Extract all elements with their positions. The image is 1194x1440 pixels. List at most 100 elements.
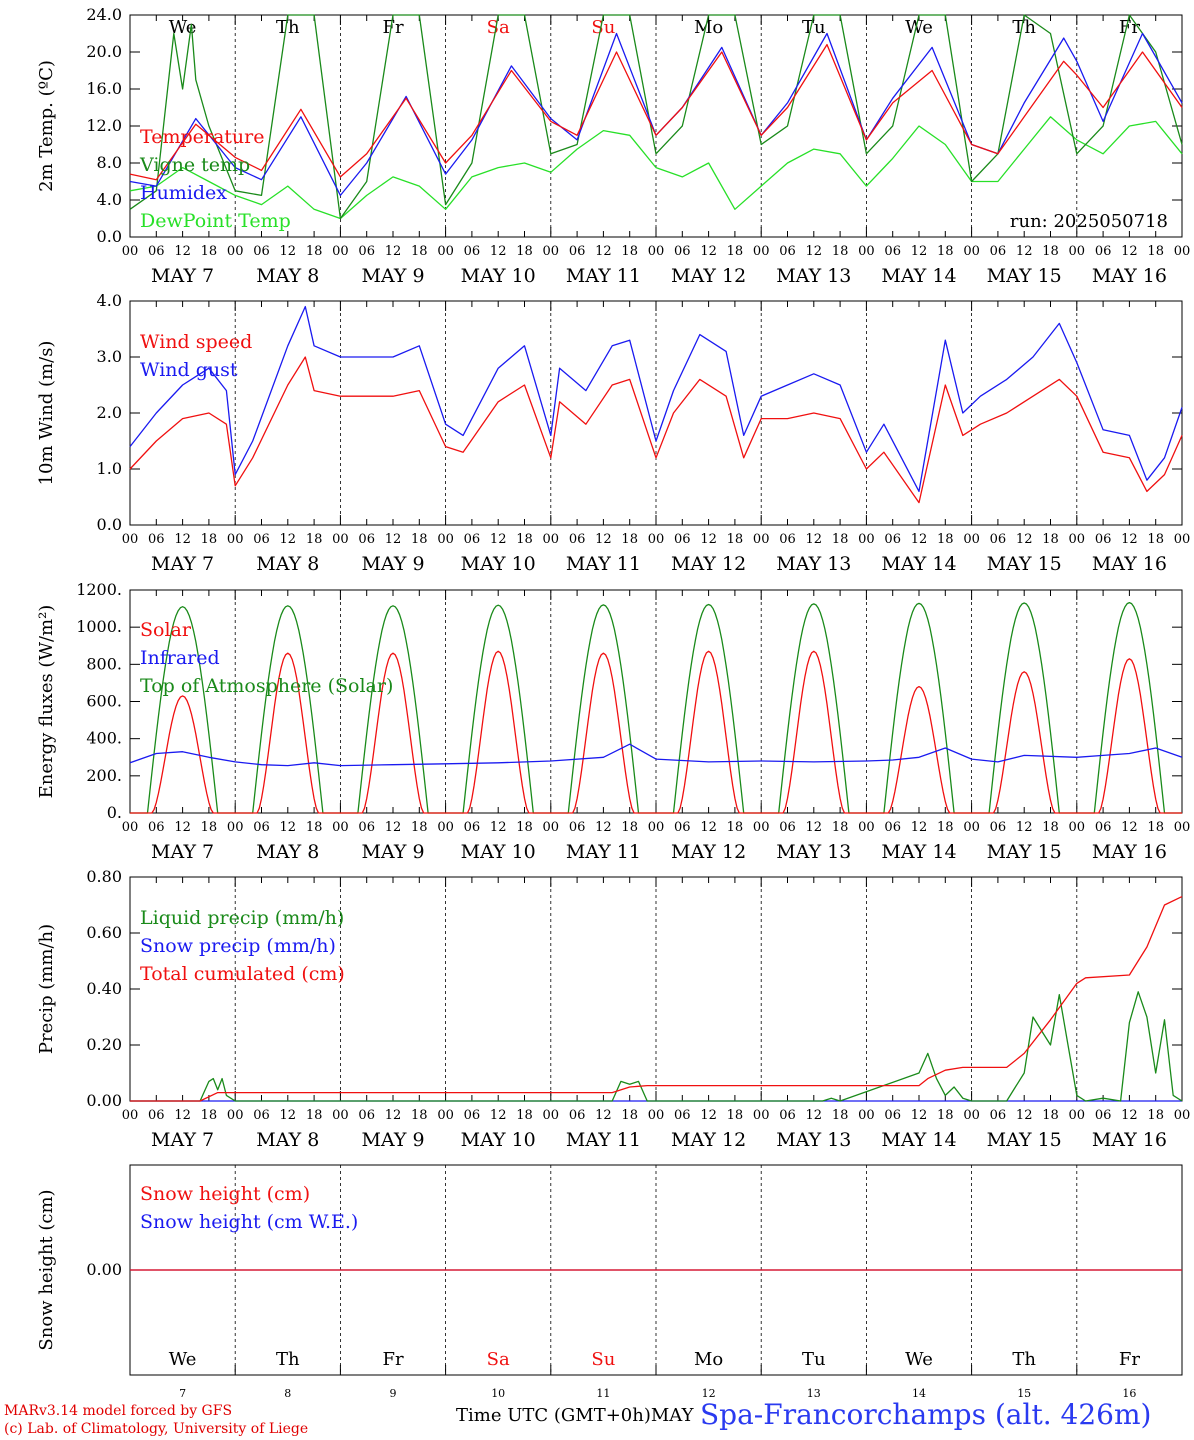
- wind-speed-line: [129, 356, 1183, 504]
- hour-tick-label: 12: [911, 244, 928, 259]
- hour-tick-label: 00: [963, 532, 980, 547]
- hour-tick-label: 00: [332, 244, 349, 259]
- y-tick-label: 0.0: [97, 227, 122, 246]
- date-label: MAY 9: [361, 265, 424, 287]
- date-label: MAY 11: [566, 841, 641, 863]
- hour-tick-label: 06: [569, 244, 586, 259]
- weekday-label: Th: [276, 17, 300, 38]
- hour-tick-label: 12: [1121, 532, 1138, 547]
- legend-entry: Humidex: [140, 182, 227, 204]
- hour-tick-label: 06: [148, 532, 165, 547]
- hour-tick-label: 18: [1147, 532, 1164, 547]
- day-number-label: 15: [1017, 1387, 1031, 1400]
- y-tick-label: 1200.: [76, 580, 122, 599]
- date-label: MAY 14: [881, 841, 956, 863]
- hour-tick-label: 06: [464, 244, 481, 259]
- date-label: MAY 10: [461, 265, 536, 287]
- weekday-label: Th: [1012, 1349, 1036, 1370]
- hour-tick-label: 12: [1016, 244, 1033, 259]
- hour-tick-label: 12: [280, 1108, 297, 1123]
- date-label: MAY 7: [151, 841, 214, 863]
- date-label: MAY 16: [1092, 841, 1167, 863]
- y-tick-label: 0.0: [97, 515, 122, 534]
- hour-tick-label: 12: [595, 820, 612, 835]
- hour-tick-label: 18: [1042, 820, 1059, 835]
- hour-tick-label: 06: [1095, 820, 1112, 835]
- date-label: MAY 13: [776, 553, 851, 575]
- hour-tick-label: 18: [621, 820, 638, 835]
- weekday-label: Sa: [487, 17, 510, 38]
- hour-tick-label: 00: [543, 532, 560, 547]
- hour-tick-label: 00: [963, 244, 980, 259]
- hour-tick-label: 18: [306, 820, 323, 835]
- legend-entry: Snow height (cm W.E.): [140, 1211, 358, 1233]
- y-tick-label: 0.40: [86, 979, 122, 998]
- hour-tick-label: 18: [1042, 1108, 1059, 1123]
- hour-tick-label: 06: [779, 1108, 796, 1123]
- hour-tick-label: 00: [227, 532, 244, 547]
- weekday-label: Su: [591, 1349, 615, 1370]
- hour-tick-label: 12: [385, 820, 402, 835]
- hour-tick-label: 00: [1069, 532, 1086, 547]
- hour-tick-label: 06: [884, 532, 901, 547]
- hour-tick-label: 12: [1016, 820, 1033, 835]
- day-number-label: 10: [491, 1387, 505, 1400]
- hour-tick-label: 06: [358, 244, 375, 259]
- hour-tick-label: 18: [832, 244, 849, 259]
- hour-tick-label: 12: [595, 532, 612, 547]
- day-number-label: 7: [179, 1387, 186, 1400]
- date-label: MAY 11: [566, 553, 641, 575]
- temp-series-line: [129, 116, 1183, 220]
- hour-tick-label: 12: [385, 1108, 402, 1123]
- hour-tick-label: 00: [648, 244, 665, 259]
- liquid-precip-line: [130, 991, 1183, 1102]
- hour-tick-label: 00: [227, 244, 244, 259]
- date-label: MAY 8: [256, 841, 319, 863]
- hour-tick-label: 18: [411, 244, 428, 259]
- hour-tick-label: 00: [858, 820, 875, 835]
- hour-tick-label: 18: [1147, 244, 1164, 259]
- wind-gust-line: [129, 305, 1183, 493]
- hour-tick-label: 00: [543, 1108, 560, 1123]
- hour-tick-label: 06: [464, 820, 481, 835]
- date-label: MAY 16: [1092, 265, 1167, 287]
- hour-tick-label: 06: [674, 532, 691, 547]
- date-label: MAY 8: [256, 265, 319, 287]
- hour-tick-label: 12: [806, 1108, 823, 1123]
- hour-tick-label: 00: [1069, 820, 1086, 835]
- hour-tick-label: 00: [648, 820, 665, 835]
- hour-tick-label: 18: [621, 1108, 638, 1123]
- hour-tick-label: 12: [595, 244, 612, 259]
- hour-tick-label: 00: [753, 532, 770, 547]
- day-number-label: 11: [596, 1387, 610, 1400]
- hour-tick-label: 06: [358, 820, 375, 835]
- hour-tick-label: 06: [464, 1108, 481, 1123]
- day-number-label: 14: [912, 1387, 926, 1400]
- hour-tick-label: 18: [411, 1108, 428, 1123]
- date-label: MAY 14: [881, 265, 956, 287]
- y-tick-label: 600.: [86, 692, 122, 711]
- date-label: MAY 10: [461, 553, 536, 575]
- y-tick-label: 2.0: [97, 403, 122, 422]
- hour-tick-label: 00: [437, 244, 454, 259]
- y-tick-label: 12.0: [86, 116, 122, 135]
- y-tick-label: 20.0: [86, 42, 122, 61]
- hour-tick-label: 12: [490, 244, 507, 259]
- hour-tick-label: 12: [174, 1108, 191, 1123]
- hour-tick-label: 00: [122, 1108, 139, 1123]
- hour-tick-label: 12: [280, 532, 297, 547]
- y-tick-label: 4.0: [97, 190, 122, 209]
- day-number-label: 12: [702, 1387, 716, 1400]
- hour-tick-label: 18: [727, 820, 744, 835]
- weekday-label: Mo: [694, 1349, 723, 1370]
- cumulated-precip-line: [130, 896, 1183, 1102]
- legend-entry: Top of Atmosphere (Solar): [140, 675, 393, 697]
- y-tick-label: 1.0: [97, 459, 122, 478]
- weekday-label: We: [169, 17, 197, 38]
- hour-tick-label: 00: [122, 820, 139, 835]
- hour-tick-label: 12: [174, 532, 191, 547]
- date-label: MAY 7: [151, 1129, 214, 1151]
- run-label: run: 2025050718: [1010, 211, 1168, 232]
- hour-tick-label: 12: [174, 820, 191, 835]
- hour-tick-label: 18: [832, 820, 849, 835]
